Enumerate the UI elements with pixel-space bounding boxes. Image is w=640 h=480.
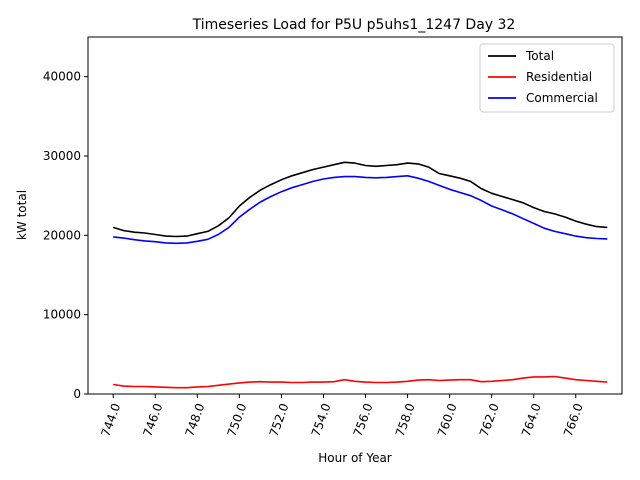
series-line-residential (113, 375, 608, 389)
y-tick-label: 0 (73, 387, 81, 401)
chart-title: Timeseries Load for P5U p5uhs1_1247 Day … (192, 17, 516, 33)
y-tick-label: 10000 (43, 308, 81, 322)
y-tick-label: 20000 (43, 228, 81, 242)
y-tick-label: 30000 (43, 149, 81, 163)
legend: Total Residential Commercial (479, 43, 615, 113)
y-axis: 0 10000 20000 30000 40000 (43, 70, 88, 401)
legend-box (479, 43, 615, 113)
y-tick-label: 40000 (43, 70, 81, 84)
series-line-commercial (113, 175, 608, 245)
legend-label-residential: Residential (526, 70, 592, 84)
legend-label-total: Total (525, 49, 554, 63)
series-layer (112, 161, 608, 389)
series-line-total (112, 161, 608, 238)
x-axis-label: Hour of Year (318, 451, 392, 465)
y-axis-label: kW total (15, 190, 29, 240)
legend-label-commercial: Commercial (526, 91, 598, 105)
axes-frame (87, 36, 623, 395)
